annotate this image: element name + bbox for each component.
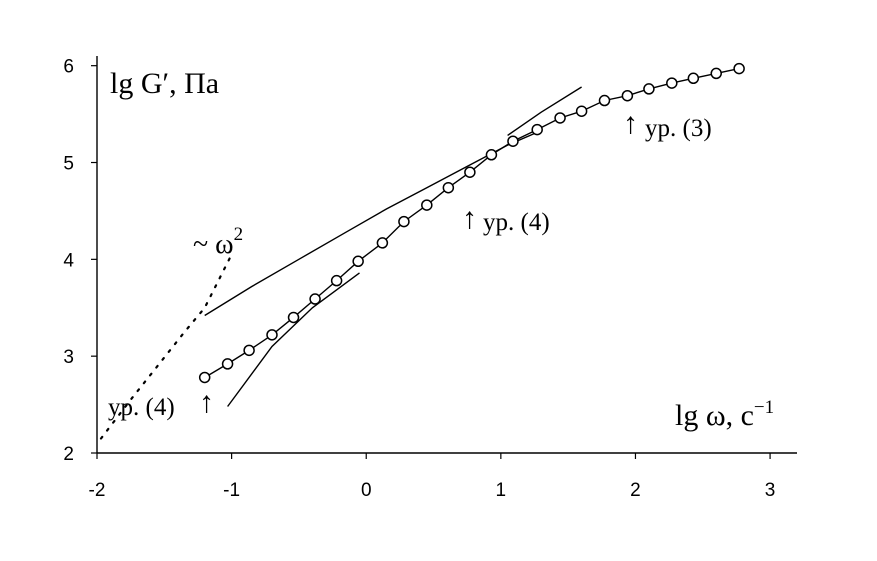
data-point bbox=[710, 67, 722, 80]
data-point bbox=[598, 94, 611, 107]
data-point bbox=[621, 89, 634, 102]
x-tick-label: 2 bbox=[630, 480, 641, 501]
omega-squared-label: ~ ω2 bbox=[193, 224, 243, 260]
chart-points bbox=[198, 62, 745, 384]
data-point bbox=[309, 293, 321, 305]
y-tick-label: 4 bbox=[63, 250, 74, 271]
chart-axes bbox=[91, 56, 797, 459]
data-point bbox=[643, 83, 655, 95]
y-tick-label: 2 bbox=[63, 444, 74, 465]
y-axis-label: lg G′, Па bbox=[110, 67, 219, 100]
arrow-up-icon: ↑ bbox=[199, 386, 214, 419]
omega-squared-dotted-line bbox=[99, 253, 233, 440]
arrow-up-icon: ↑ bbox=[623, 107, 638, 140]
data-point bbox=[376, 237, 389, 249]
omega-squared-sup: 2 bbox=[234, 224, 244, 245]
data-point bbox=[421, 199, 433, 211]
x-tick-label: 3 bbox=[765, 480, 776, 501]
x-tick-label: -1 bbox=[223, 480, 240, 501]
model-curve bbox=[227, 272, 360, 407]
data-point bbox=[507, 135, 519, 147]
annotation-eq4-mid: ур. (4) bbox=[483, 209, 550, 236]
data-point bbox=[687, 72, 700, 85]
x-tick-label: 1 bbox=[496, 480, 507, 501]
data-point bbox=[398, 215, 410, 228]
data-point bbox=[442, 181, 455, 194]
data-point bbox=[464, 166, 476, 178]
model-curve bbox=[507, 86, 582, 136]
x-axis-label-main: lg ω, c bbox=[675, 399, 754, 432]
y-tick-label: 5 bbox=[63, 154, 74, 175]
data-point bbox=[266, 329, 278, 341]
annotation-eq4-left: ур. (4) bbox=[108, 394, 175, 421]
data-point bbox=[733, 62, 745, 75]
data-point bbox=[554, 112, 566, 124]
omega-squared-main: ~ ω bbox=[193, 229, 234, 260]
x-tick-label: -2 bbox=[89, 480, 106, 501]
data-point bbox=[485, 149, 498, 161]
y-tick-label: 6 bbox=[63, 57, 74, 78]
x-tick-label: 0 bbox=[361, 480, 372, 501]
data-point bbox=[352, 255, 364, 268]
data-point bbox=[531, 123, 543, 136]
y-tick-label: 3 bbox=[63, 347, 74, 368]
data-point bbox=[575, 105, 588, 117]
annotation-eq3: ур. (3) bbox=[645, 115, 712, 142]
data-point bbox=[666, 77, 678, 89]
x-axis-label: lg ω, c−1 bbox=[675, 397, 774, 432]
data-point bbox=[243, 344, 255, 357]
chart-tick-labels: -2 -1 0 1 2 3 2 3 4 5 6 bbox=[63, 57, 775, 501]
data-point bbox=[287, 311, 300, 324]
arrow-up-icon: ↑ bbox=[462, 202, 477, 235]
data-point bbox=[330, 274, 343, 287]
data-point bbox=[198, 371, 211, 384]
x-axis-label-sup: −1 bbox=[754, 397, 774, 418]
data-point bbox=[221, 358, 234, 370]
